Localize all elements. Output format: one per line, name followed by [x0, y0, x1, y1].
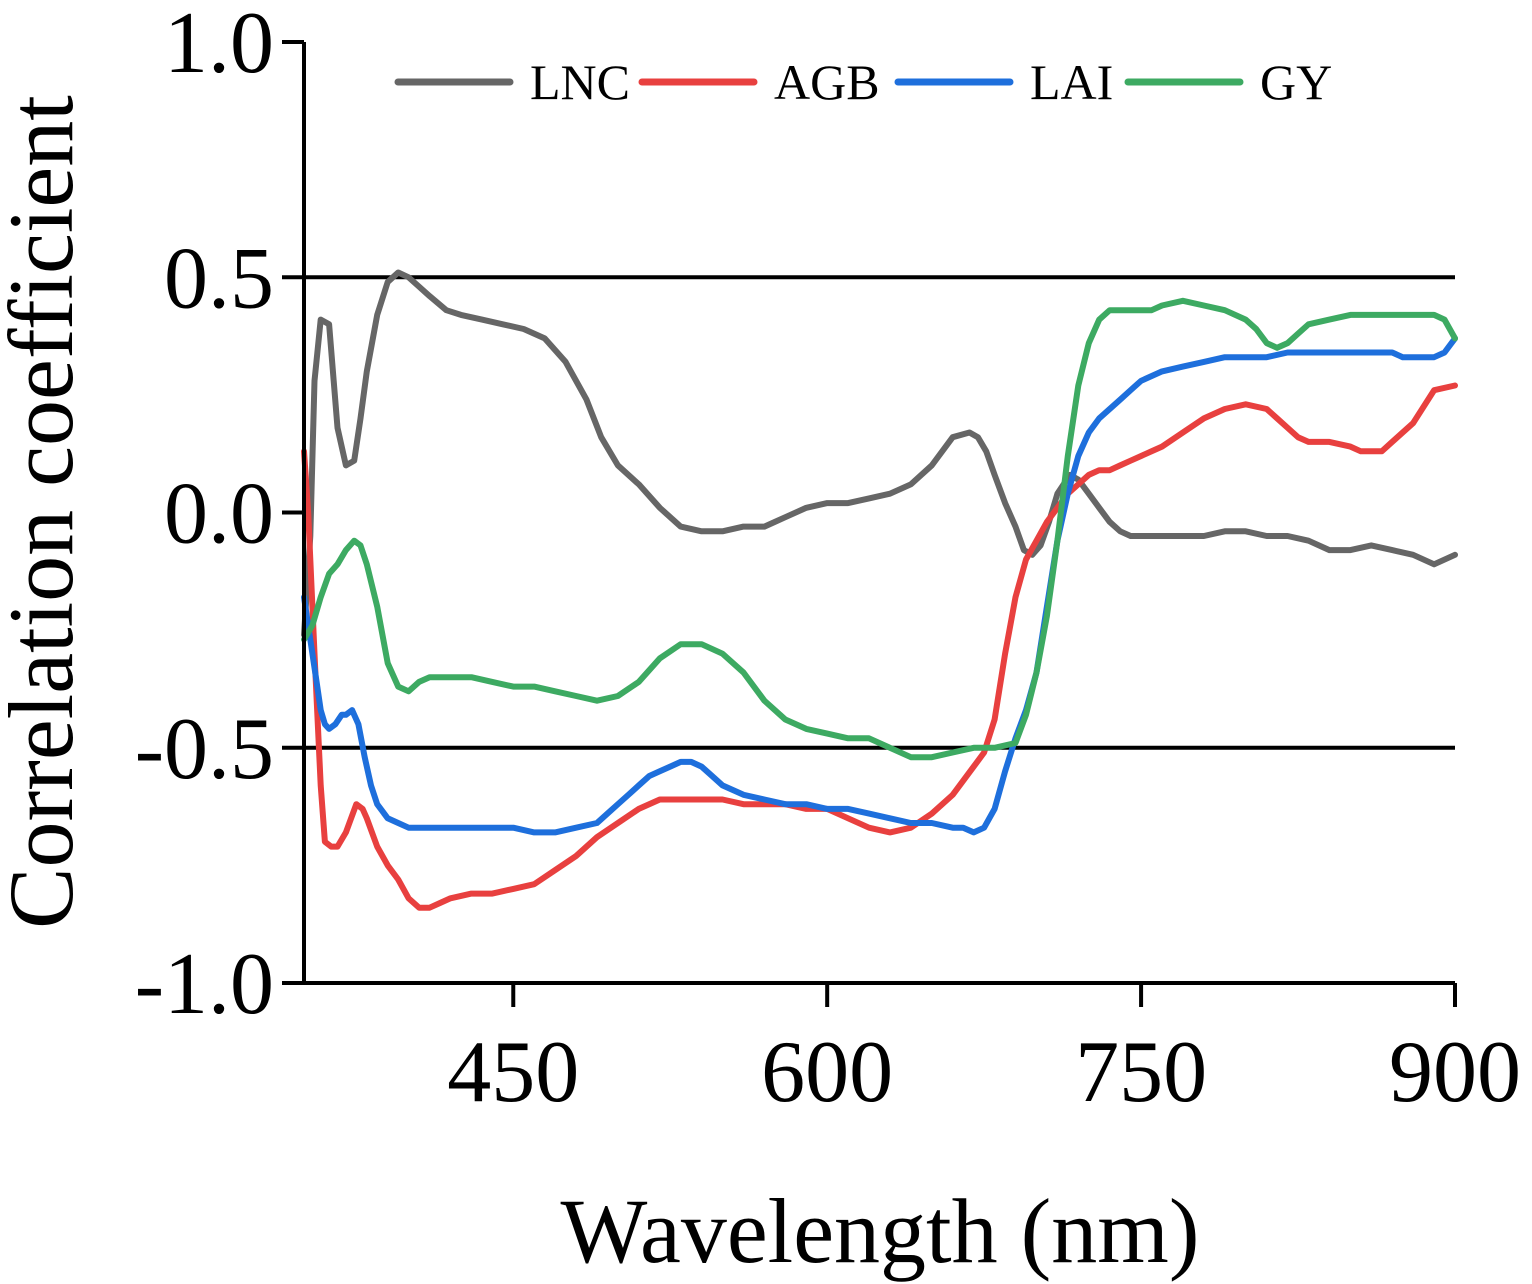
reference-lines [304, 275, 1455, 750]
y-tick-label: -0.5 [135, 701, 274, 798]
legend-label-agb: AGB [774, 54, 880, 110]
y-axis-title: Correlation coefficient [0, 95, 92, 929]
x-axis-ticks: 450 600 750 900 [447, 983, 1521, 1121]
series-lines [301, 269, 1458, 911]
series-line-lai [301, 335, 1458, 836]
series-line-agb [301, 382, 1458, 911]
y-tick-label: 0.0 [164, 466, 274, 563]
axes [302, 42, 1455, 985]
x-tick-label: 750 [1075, 1024, 1207, 1121]
y-axis-ticks: 1.0 0.5 0.0 -0.5 -1.0 [135, 0, 304, 1033]
legend-label-gy: GY [1260, 54, 1332, 110]
x-tick-label: 600 [761, 1024, 893, 1121]
legend: LNC AGB LAI GY [394, 54, 1332, 110]
series-line-gy [301, 297, 1458, 761]
x-axis-title: Wavelength (nm) [561, 1180, 1200, 1282]
x-tick-label: 450 [447, 1024, 579, 1121]
x-tick-label: 900 [1389, 1024, 1521, 1121]
series-line-lnc [301, 269, 1458, 638]
y-tick-label: 1.0 [164, 0, 274, 92]
y-tick-label: -1.0 [135, 936, 274, 1033]
legend-label-lnc: LNC [530, 54, 630, 110]
y-tick-label: 0.5 [164, 230, 274, 327]
legend-label-lai: LAI [1030, 54, 1113, 110]
